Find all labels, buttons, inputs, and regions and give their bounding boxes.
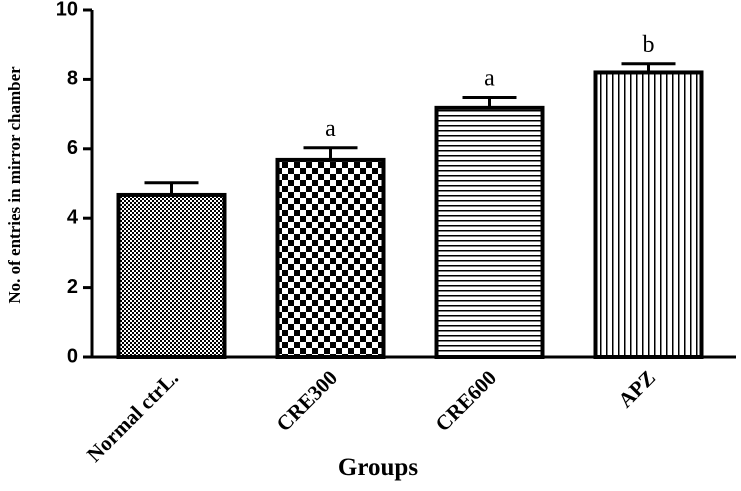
bar	[116, 192, 227, 359]
bar	[434, 105, 545, 359]
y-tick-label: 10	[56, 0, 78, 20]
y-tick-label: 6	[67, 137, 78, 159]
x-tick-label: APZ	[613, 366, 660, 413]
x-tick-label: CRE600	[430, 366, 501, 437]
y-tick-label: 2	[67, 276, 78, 298]
annotation: b	[643, 32, 655, 58]
y-axis-title: No. of entries in mirror chamber	[5, 66, 24, 304]
bar	[593, 70, 704, 360]
x-tick-label: Normal ctrL.	[82, 366, 183, 467]
y-tick-label: 8	[67, 68, 78, 90]
bar	[275, 157, 386, 359]
x-tick-label: CRE300	[271, 366, 342, 437]
x-axis-title: Groups	[338, 454, 418, 481]
annotation: a	[484, 65, 495, 91]
y-tick-label: 4	[67, 206, 79, 228]
annotation: a	[325, 116, 336, 142]
y-tick-label: 0	[67, 345, 78, 367]
